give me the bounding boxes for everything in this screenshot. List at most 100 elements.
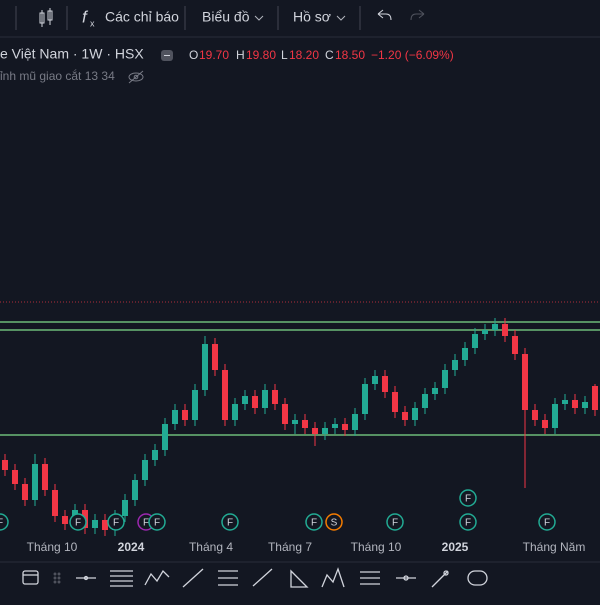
drawing-toolbar bbox=[0, 562, 600, 600]
pattern-tool[interactable] bbox=[321, 567, 345, 588]
candle-body bbox=[472, 334, 478, 348]
x-axis-label: Tháng 4 bbox=[189, 540, 233, 554]
candle-body bbox=[192, 390, 198, 420]
profile-menu[interactable]: Hồ sơ bbox=[293, 9, 331, 25]
segment-tool[interactable] bbox=[396, 575, 416, 581]
ray-tool[interactable] bbox=[252, 568, 273, 587]
indicator-name: ỉnh mũ giao cắt 13 34 bbox=[0, 68, 115, 83]
candle-body bbox=[372, 376, 378, 384]
candle-body bbox=[392, 392, 398, 412]
candle-body bbox=[222, 370, 228, 420]
ohlc-label: H bbox=[236, 48, 245, 62]
x-axis-label: Tháng 10 bbox=[27, 540, 78, 554]
candle-body bbox=[92, 520, 98, 528]
ranges-tool[interactable] bbox=[360, 571, 380, 585]
channel-tool[interactable] bbox=[110, 570, 133, 587]
candle-body bbox=[152, 450, 158, 460]
shape-tool[interactable] bbox=[467, 570, 488, 586]
event-badge bbox=[221, 513, 239, 531]
candle-body bbox=[522, 354, 528, 410]
candle-body bbox=[512, 336, 518, 354]
event-badge bbox=[325, 513, 343, 531]
event-label: F bbox=[227, 518, 233, 529]
event-label: F bbox=[465, 494, 471, 505]
candle-body bbox=[272, 390, 278, 404]
redo-button[interactable] bbox=[410, 9, 425, 21]
event-label: S bbox=[331, 518, 338, 529]
dots-handle bbox=[53, 572, 61, 584]
event-badge bbox=[305, 513, 323, 531]
event-label: F bbox=[544, 518, 550, 529]
candle-body bbox=[412, 408, 418, 420]
candle-body bbox=[212, 344, 218, 370]
candle-body bbox=[552, 404, 558, 428]
polyline-tool[interactable] bbox=[144, 569, 170, 586]
event-badge bbox=[0, 513, 9, 531]
candle-body bbox=[582, 402, 588, 408]
event-label: F bbox=[0, 518, 3, 529]
candle-body bbox=[312, 428, 318, 434]
candle-body bbox=[352, 414, 358, 430]
x-axis-label: Tháng Năm bbox=[523, 540, 586, 554]
undo-button[interactable] bbox=[377, 9, 392, 21]
candle-body bbox=[322, 428, 328, 434]
ohlc-label: O bbox=[189, 48, 198, 62]
candle-body bbox=[442, 370, 448, 388]
indicators-button[interactable]: Các chỉ báo bbox=[105, 9, 179, 25]
candle-body bbox=[242, 396, 248, 404]
candle-body bbox=[592, 386, 598, 410]
candle-body bbox=[362, 384, 368, 414]
calendar-icon[interactable] bbox=[22, 570, 39, 585]
candle-body bbox=[232, 404, 238, 420]
fx-icon[interactable]: f bbox=[82, 7, 89, 26]
candle-body bbox=[2, 460, 8, 470]
hline-tool[interactable] bbox=[76, 575, 96, 581]
triangle-tool[interactable] bbox=[290, 569, 309, 588]
candle-body bbox=[102, 520, 108, 530]
candle-body bbox=[262, 390, 268, 408]
hide-icon[interactable] bbox=[128, 70, 144, 84]
candle-body bbox=[62, 516, 68, 524]
brush-tool[interactable] bbox=[431, 570, 449, 588]
ohlc-label: C bbox=[325, 48, 334, 62]
x-axis-label: Tháng 7 bbox=[268, 540, 312, 554]
trendline-tool[interactable] bbox=[182, 568, 204, 588]
event-badge bbox=[148, 513, 166, 531]
candle-body bbox=[172, 410, 178, 424]
candle-body bbox=[142, 460, 148, 480]
candle-body bbox=[402, 412, 408, 420]
chart-menu[interactable]: Biểu đồ bbox=[202, 9, 250, 25]
candle-body bbox=[292, 420, 298, 424]
event-badge bbox=[69, 513, 87, 531]
fib-tool[interactable] bbox=[218, 570, 238, 586]
event-label: F bbox=[75, 518, 81, 529]
top-toolbar bbox=[0, 0, 600, 37]
change-value: −1.20 (−6.09%) bbox=[371, 48, 454, 62]
candle-body bbox=[42, 464, 48, 490]
candle-body bbox=[302, 420, 308, 428]
event-badge bbox=[459, 489, 477, 507]
candle-body bbox=[482, 330, 488, 334]
ohlc-value: 19.70 bbox=[199, 48, 229, 62]
ohlc-value: 18.20 bbox=[289, 48, 319, 62]
event-label: F bbox=[113, 518, 119, 529]
event-label: F bbox=[465, 518, 471, 529]
chevron bbox=[336, 15, 346, 21]
candle-body bbox=[332, 424, 338, 428]
candle-body bbox=[12, 470, 18, 484]
candle-icon[interactable] bbox=[39, 8, 53, 27]
symbol-title: e Việt Nam · 1W · HSX bbox=[0, 46, 144, 62]
event-label: F bbox=[311, 518, 317, 529]
ohlc-value: 19.80 bbox=[246, 48, 276, 62]
event-label: F bbox=[392, 518, 398, 529]
candle-body bbox=[382, 376, 388, 392]
event-label: F bbox=[143, 518, 149, 529]
fx-icon[interactable]: x bbox=[90, 18, 95, 28]
x-axis-label: Tháng 10 bbox=[351, 540, 402, 554]
event-badge bbox=[538, 513, 556, 531]
candle-body bbox=[562, 400, 568, 404]
candle-body bbox=[502, 324, 508, 336]
